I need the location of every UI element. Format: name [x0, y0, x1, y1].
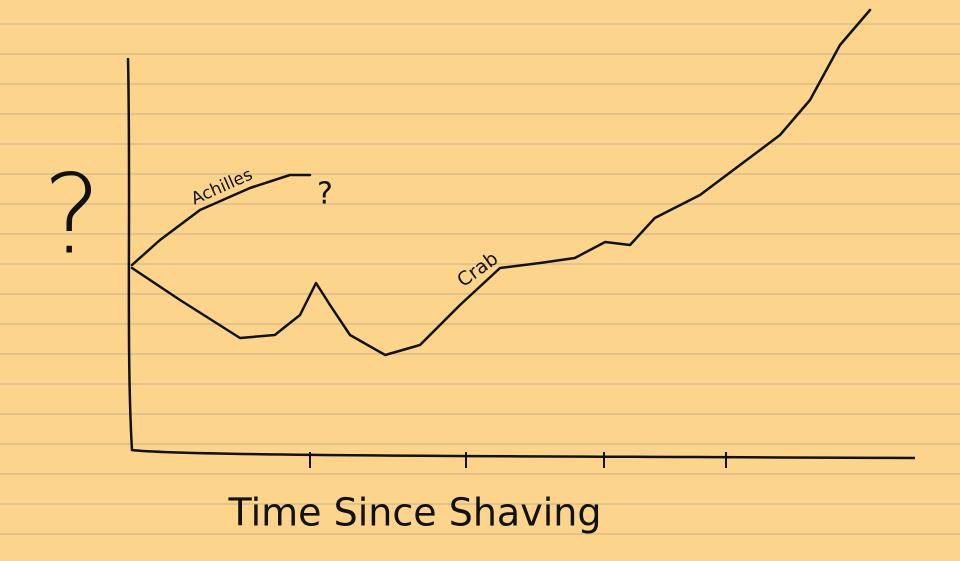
axes	[126, 57, 916, 460]
line	[130, 173, 312, 267]
series-label: Achilles	[188, 165, 256, 210]
x-axis-label: Time Since Shaving	[228, 491, 602, 535]
paper-lines	[0, 23, 960, 535]
line	[130, 8, 872, 357]
annotation: ?	[317, 177, 333, 212]
y-axis-label: ?	[43, 150, 101, 278]
series-label: Crab	[453, 248, 502, 292]
